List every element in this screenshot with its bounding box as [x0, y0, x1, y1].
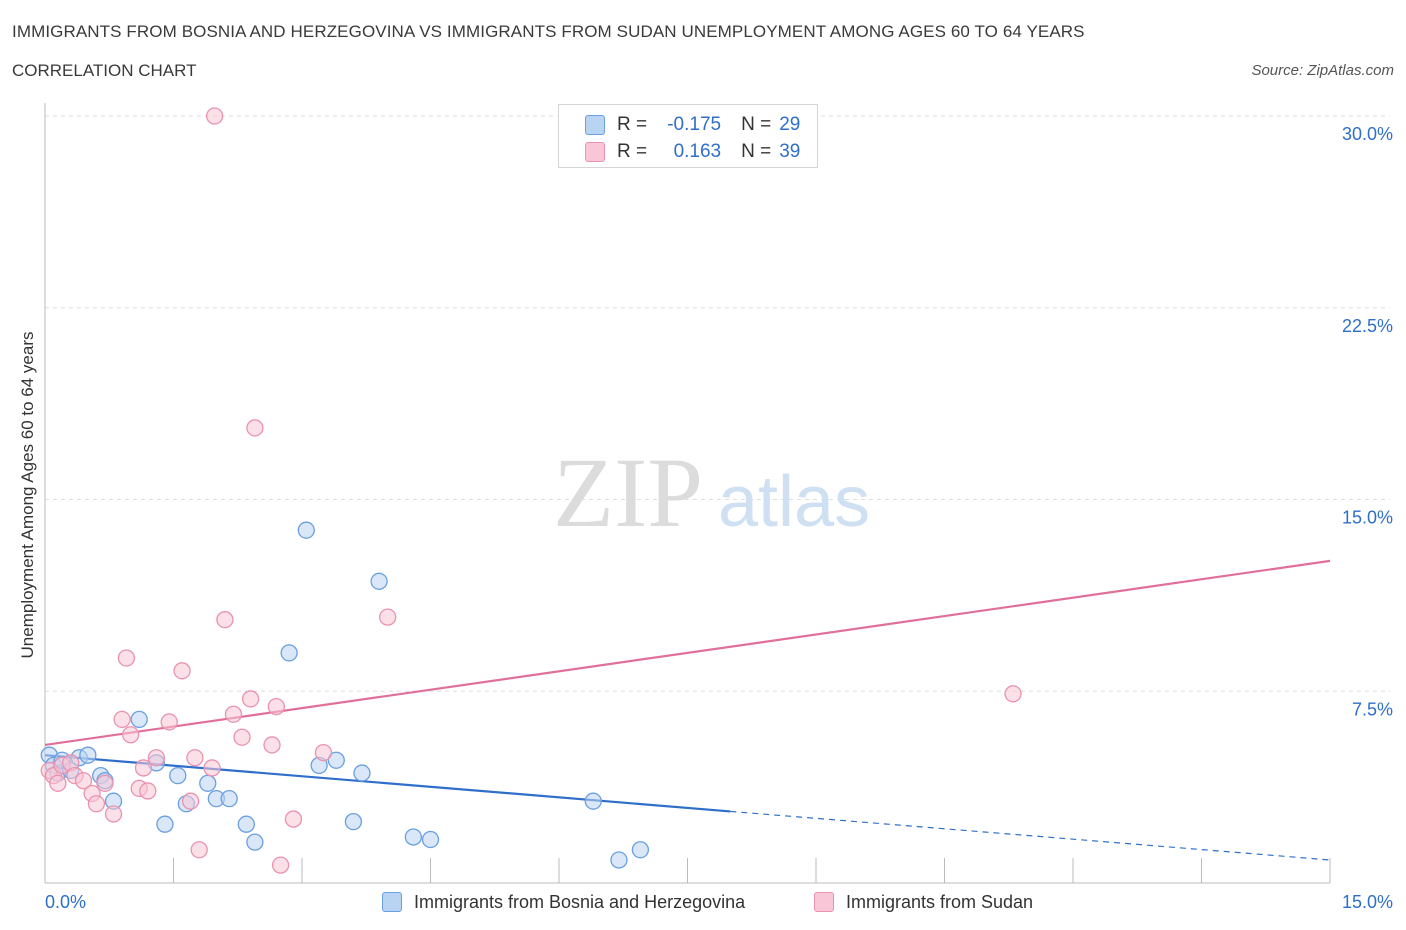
pink-data-point [49, 774, 67, 792]
series-legend: Immigrants from Bosnia and Herzegovina I… [0, 888, 1406, 918]
pink-data-point [216, 611, 234, 629]
watermark: ZIP atlas [553, 437, 870, 548]
pink-data-point [267, 697, 285, 716]
pink-data-point [173, 662, 191, 680]
y-tick-label: 22.5% [1342, 316, 1393, 336]
pink-data-point [205, 107, 224, 125]
pink-data-point [139, 782, 157, 800]
blue-data-point [610, 851, 628, 869]
blue-data-point [280, 644, 298, 662]
blue-data-point [631, 841, 650, 859]
n-value: 29 [779, 114, 801, 135]
blue-data-point [327, 751, 345, 769]
pink-data-point [134, 759, 153, 777]
blue-data-point [199, 774, 217, 792]
stats-row-bosnia: R = -0.175 N = 29 [585, 112, 800, 138]
pink-data-point [104, 805, 123, 823]
tick-labels: 7.5% 15.0% 22.5% 30.0% 0.0% 15.0% [45, 124, 1393, 912]
legend-item-sudan[interactable]: Immigrants from Sudan [814, 888, 1033, 916]
pink-data-point [181, 792, 200, 810]
x-tick-label: 0.0% [45, 892, 86, 912]
pink-trend-line [44, 559, 1331, 747]
pink-data-point [113, 710, 131, 729]
blue-data-point [220, 789, 238, 808]
r-label: R = [617, 141, 648, 162]
pink-data-point [224, 705, 243, 723]
blue-data-point [79, 746, 97, 764]
pink-data-point [117, 649, 136, 667]
blue-data-point [344, 812, 363, 831]
pink-data-point [246, 419, 264, 437]
y-tick-label: 30.0% [1342, 124, 1393, 144]
watermark-zip: ZIP [553, 437, 703, 548]
pink-data-point [186, 749, 204, 767]
blue-data-point [421, 830, 440, 849]
sudan-swatch [585, 142, 605, 162]
stats-row-sudan: R = 0.163 N = 39 [585, 139, 800, 165]
blue-data-point [404, 828, 423, 846]
bosnia-swatch [585, 115, 605, 135]
y-tick-label: 15.0% [1342, 508, 1393, 528]
blue-data-point [584, 792, 602, 810]
pink-data-point [203, 759, 221, 777]
blue-trend-extension [730, 810, 1331, 861]
gridlines [45, 115, 1390, 692]
blue-data-point [297, 521, 315, 539]
pink-data-point [263, 736, 281, 754]
bosnia-swatch [382, 892, 402, 912]
sudan-swatch [814, 892, 834, 912]
chart-title: IMMIGRANTS FROM BOSNIA AND HERZEGOVINA V… [12, 22, 1085, 41]
legend-item-bosnia[interactable]: Immigrants from Bosnia and Herzegovina [382, 888, 745, 916]
legend-label: Immigrants from Bosnia and Herzegovina [414, 891, 746, 912]
blue-data-point [156, 815, 174, 833]
r-value: 0.163 [673, 141, 722, 162]
pink-data-point [147, 749, 166, 767]
chart-subtitle: CORRELATION CHART [12, 61, 197, 80]
pink-data-point [379, 608, 397, 626]
stats-legend: R = -0.175 N = 29 R = 0.163 N = 39 [558, 104, 818, 168]
pink-data-point [122, 726, 140, 744]
n-label: N = [741, 141, 772, 162]
n-value: 39 [779, 141, 801, 162]
data-points [40, 107, 1022, 874]
r-value: -0.175 [667, 114, 722, 135]
x-tick-label: 15.0% [1342, 892, 1393, 912]
legend-label: Immigrants from Sudan [846, 891, 1034, 912]
pink-data-point [1004, 685, 1022, 703]
n-label: N = [741, 114, 772, 135]
blue-data-point [370, 572, 388, 590]
pink-data-point [87, 795, 106, 813]
pink-data-point [284, 810, 303, 828]
pink-data-point [271, 856, 290, 874]
pink-data-point [233, 728, 251, 746]
blue-data-point [246, 833, 264, 851]
pink-data-point [74, 772, 93, 790]
blue-data-point [130, 710, 148, 729]
source-credit: Source: ZipAtlas.com [1251, 62, 1394, 79]
y-tick-label: 7.5% [1352, 699, 1393, 719]
pink-data-point [314, 743, 333, 762]
r-label: R = [617, 114, 648, 135]
pink-data-point [96, 774, 114, 792]
watermark-atlas: atlas [718, 462, 870, 542]
blue-data-point [169, 766, 187, 785]
blue-data-point [353, 764, 371, 782]
blue-data-point [237, 815, 255, 833]
pink-data-point [241, 690, 260, 708]
pink-data-point [160, 713, 178, 731]
pink-data-point [190, 841, 208, 859]
